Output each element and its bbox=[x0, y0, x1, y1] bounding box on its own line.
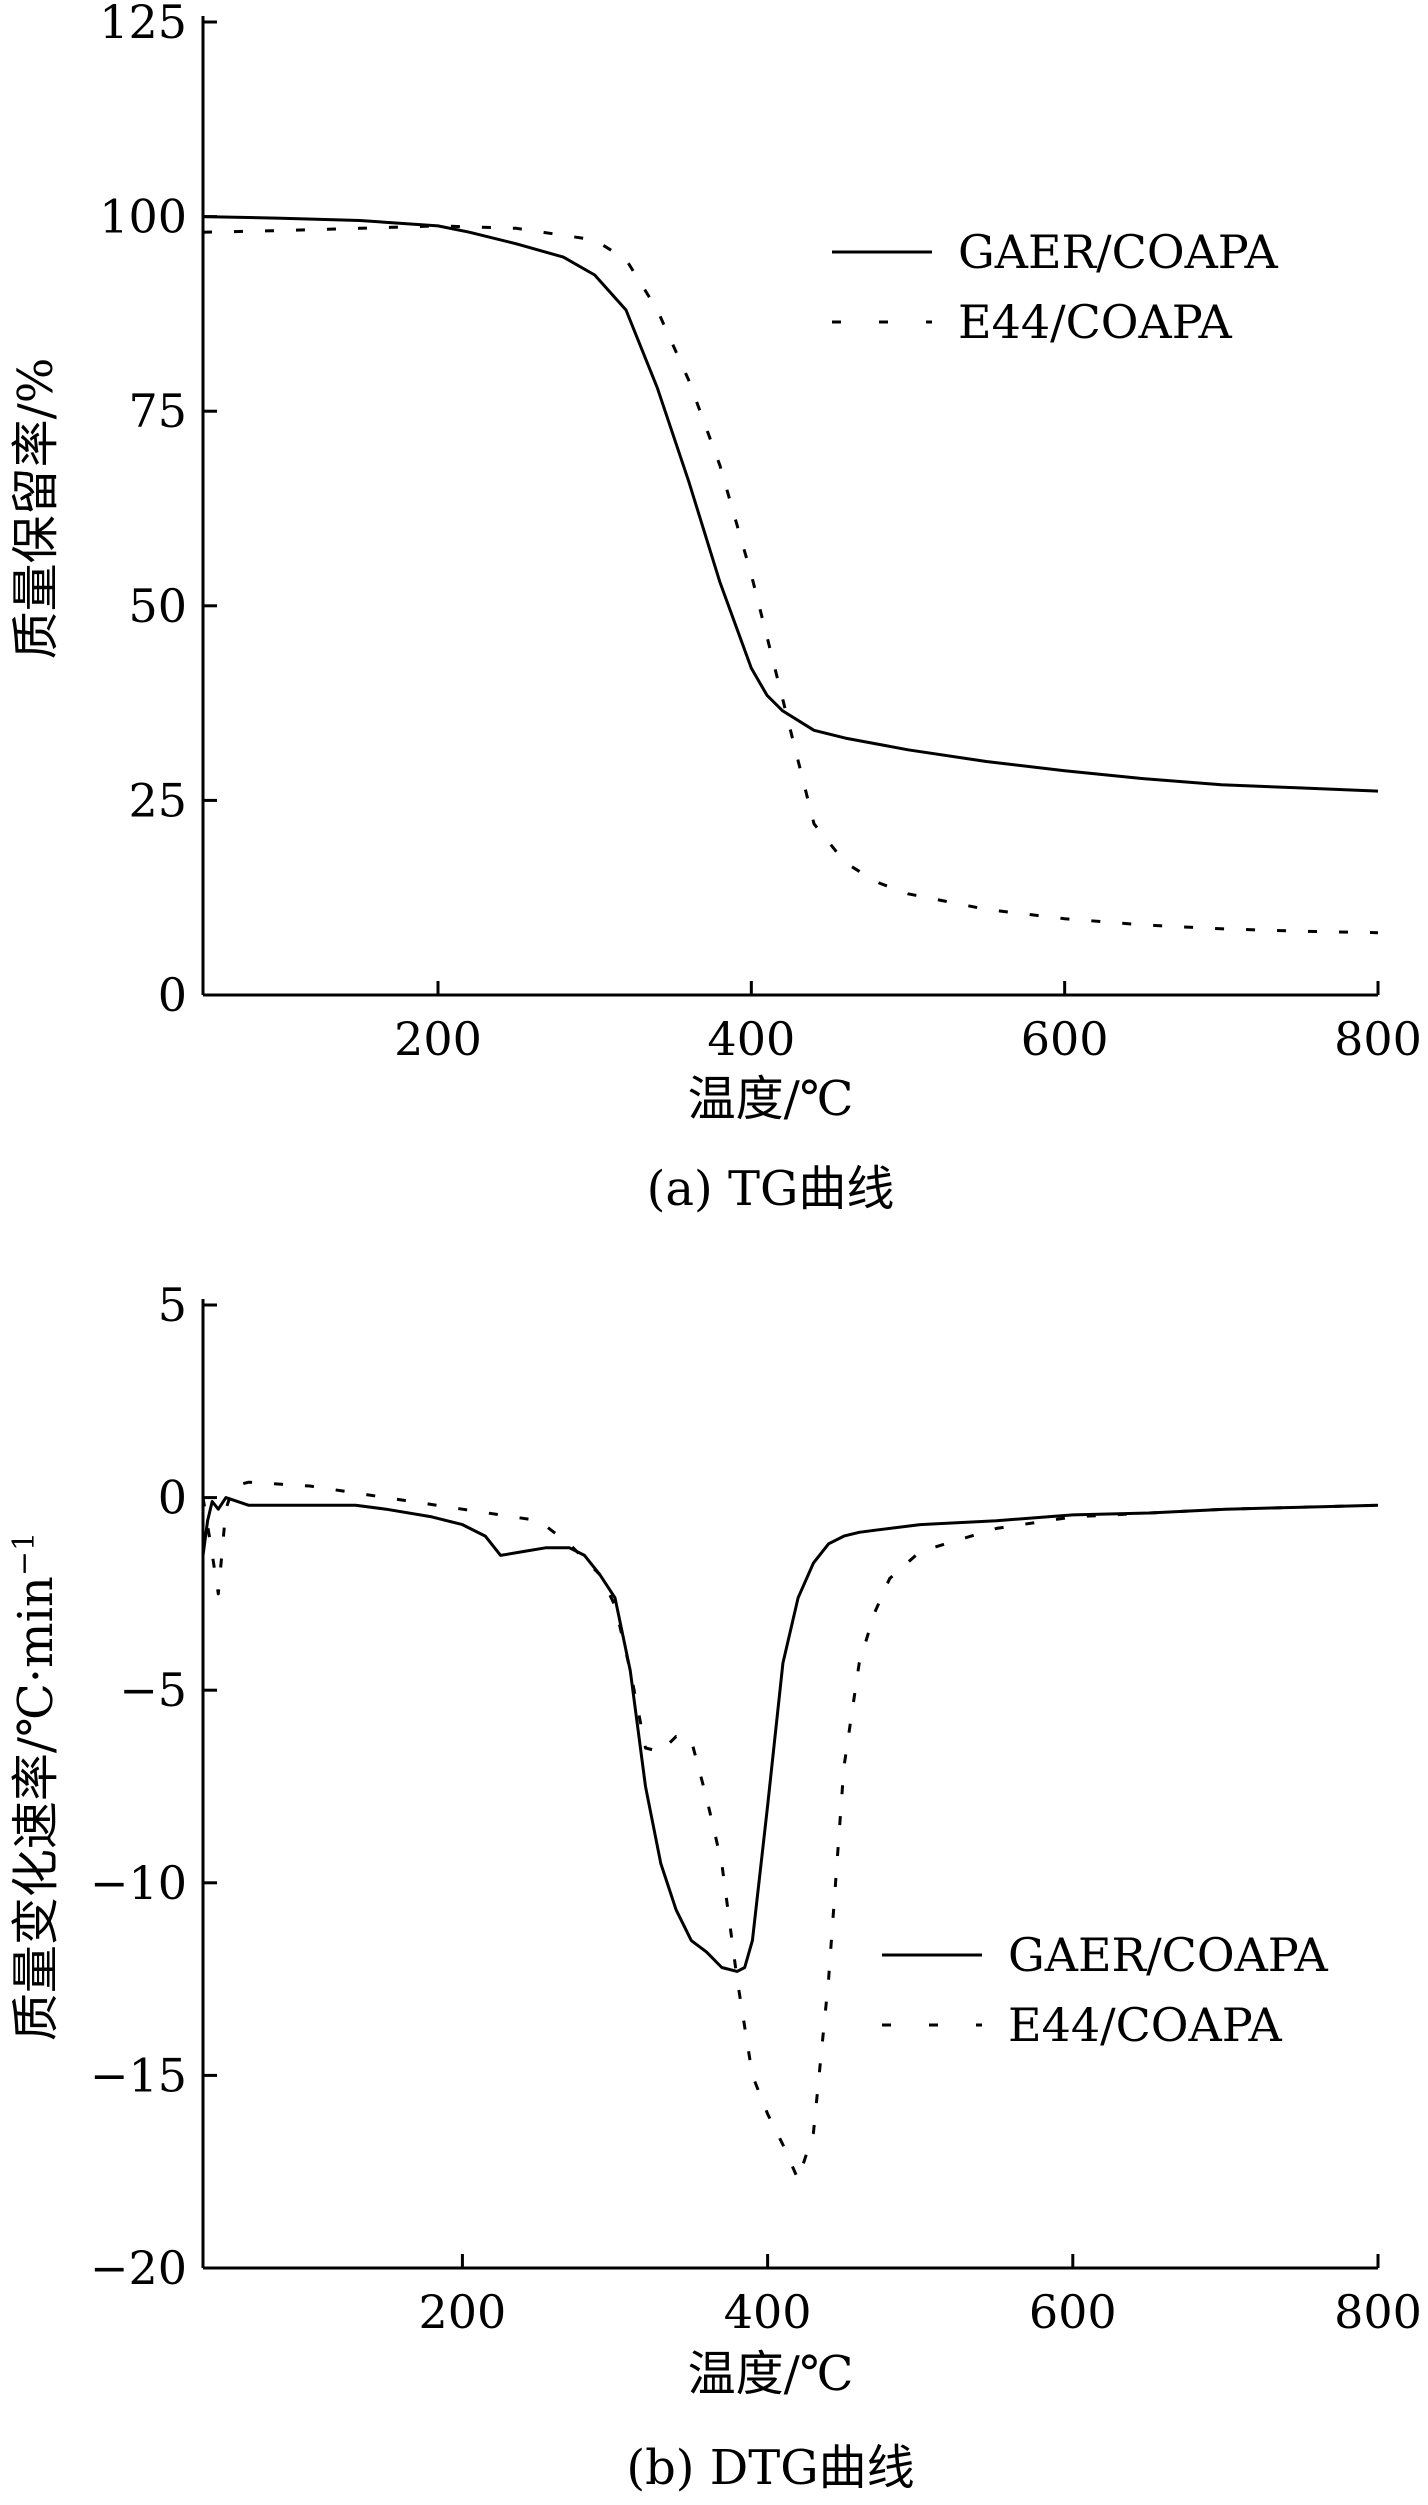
y-tick-label: −20 bbox=[90, 2241, 187, 2295]
legend-label-0: GAER/COAPA bbox=[958, 225, 1279, 279]
y-axis-label-superscript: −1 bbox=[7, 1532, 42, 1576]
y-axis-label: 质量保留率/% bbox=[8, 358, 64, 660]
chart-1: 5 0 −5 −10 −15 −20 200 400 600 800 温度/℃ 质量变化速率/℃·mi… bbox=[7, 1278, 1422, 2496]
figure-caption: (a) TG曲线 bbox=[647, 1161, 895, 1217]
x-axis-label: 温度/℃ bbox=[688, 1071, 854, 1127]
x-tick-label: 800 bbox=[1334, 2285, 1422, 2339]
y-tick-label: −5 bbox=[119, 1663, 187, 1717]
y-tick-label: 125 bbox=[99, 0, 187, 49]
legend-label-1: E44/COAPA bbox=[1008, 1998, 1282, 2052]
x-axis-label: 温度/℃ bbox=[688, 2346, 854, 2402]
x-tick-label: 800 bbox=[1334, 1012, 1422, 1066]
x-tick-label: 200 bbox=[419, 2285, 507, 2339]
figure-caption: (b) DTG曲线 bbox=[626, 2440, 914, 2496]
x-tick-label: 400 bbox=[724, 2285, 812, 2339]
y-tick-label: 25 bbox=[128, 773, 187, 827]
y-tick-label: 75 bbox=[128, 384, 187, 438]
y-tick-label: 100 bbox=[99, 190, 187, 244]
x-tick-label: 400 bbox=[707, 1012, 795, 1066]
y-tick-label: −15 bbox=[90, 2048, 187, 2102]
series-line-1 bbox=[201, 1480, 1379, 2181]
x-tick-label: 600 bbox=[1021, 1012, 1109, 1066]
y-tick-label: 50 bbox=[128, 579, 187, 633]
series-line-0 bbox=[201, 1496, 1379, 1973]
y-tick-label: 0 bbox=[158, 968, 187, 1022]
y-tick-label: 5 bbox=[158, 1278, 187, 1332]
x-tick-label: 200 bbox=[394, 1012, 482, 1066]
y-tick-label: −10 bbox=[90, 1856, 187, 1910]
y-axis-label: 质量变化速率/℃·min−1 bbox=[7, 1532, 64, 2041]
chart-0: 0 25 50 75 100 125 200 400 600 800 温度/℃ 质量保留率/% GAER… bbox=[8, 0, 1422, 1217]
legend-label-0: GAER/COAPA bbox=[1008, 1928, 1329, 1982]
series-line-0 bbox=[202, 215, 1379, 793]
x-tick-label: 600 bbox=[1029, 2285, 1117, 2339]
y-tick-label: 0 bbox=[158, 1471, 187, 1525]
legend-label-1: E44/COAPA bbox=[958, 295, 1232, 349]
